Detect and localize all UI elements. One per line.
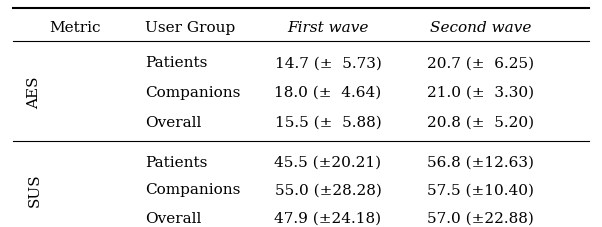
Text: 47.9 (±24.18): 47.9 (±24.18) — [275, 211, 382, 225]
Text: Overall: Overall — [145, 211, 202, 225]
Text: 20.7 (±  6.25): 20.7 (± 6.25) — [427, 56, 535, 70]
Text: 15.5 (±  5.88): 15.5 (± 5.88) — [275, 115, 381, 129]
Text: 55.0 (±28.28): 55.0 (±28.28) — [275, 183, 382, 196]
Text: 56.8 (±12.63): 56.8 (±12.63) — [427, 155, 534, 169]
Text: 20.8 (±  5.20): 20.8 (± 5.20) — [427, 115, 535, 129]
Text: Companions: Companions — [145, 183, 241, 196]
Text: SUS: SUS — [27, 173, 42, 206]
Text: Overall: Overall — [145, 115, 202, 129]
Text: 57.0 (±22.88): 57.0 (±22.88) — [427, 211, 534, 225]
Text: AES: AES — [27, 76, 42, 109]
Text: 57.5 (±10.40): 57.5 (±10.40) — [427, 183, 534, 196]
Text: 21.0 (±  3.30): 21.0 (± 3.30) — [427, 86, 535, 100]
Text: Patients: Patients — [145, 155, 208, 169]
Text: 14.7 (±  5.73): 14.7 (± 5.73) — [275, 56, 382, 70]
Text: Companions: Companions — [145, 86, 241, 100]
Text: User Group: User Group — [145, 21, 235, 35]
Text: Second wave: Second wave — [430, 21, 532, 35]
Text: First wave: First wave — [287, 21, 368, 35]
Text: Metric: Metric — [49, 21, 101, 35]
Text: 18.0 (±  4.64): 18.0 (± 4.64) — [275, 86, 382, 100]
Text: Patients: Patients — [145, 56, 208, 70]
Text: 45.5 (±20.21): 45.5 (±20.21) — [275, 155, 382, 169]
